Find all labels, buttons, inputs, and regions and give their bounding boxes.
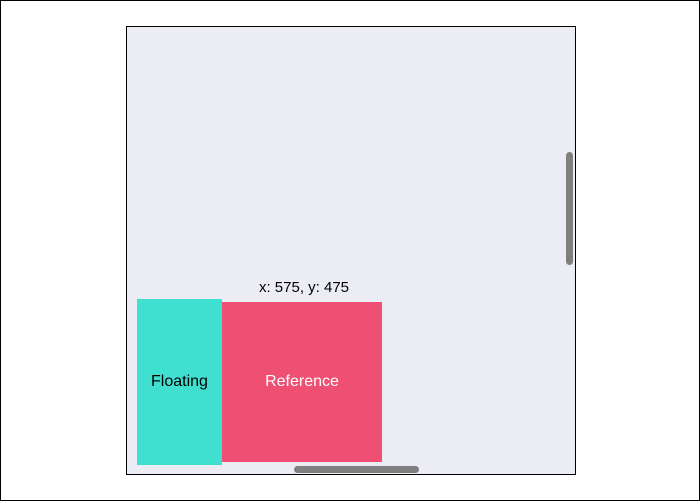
coordinates-label: x: 575, y: 475 <box>258 279 350 296</box>
vertical-scrollbar-thumb[interactable] <box>566 152 573 265</box>
scroll-container[interactable]: x: 575, y: 475 Floating Reference <box>126 26 576 475</box>
reference-element: Reference <box>222 302 382 462</box>
floating-element: Floating <box>137 299 222 465</box>
reference-label: Reference <box>265 373 339 390</box>
horizontal-scrollbar-thumb[interactable] <box>294 466 419 473</box>
floating-label: Floating <box>151 373 208 390</box>
